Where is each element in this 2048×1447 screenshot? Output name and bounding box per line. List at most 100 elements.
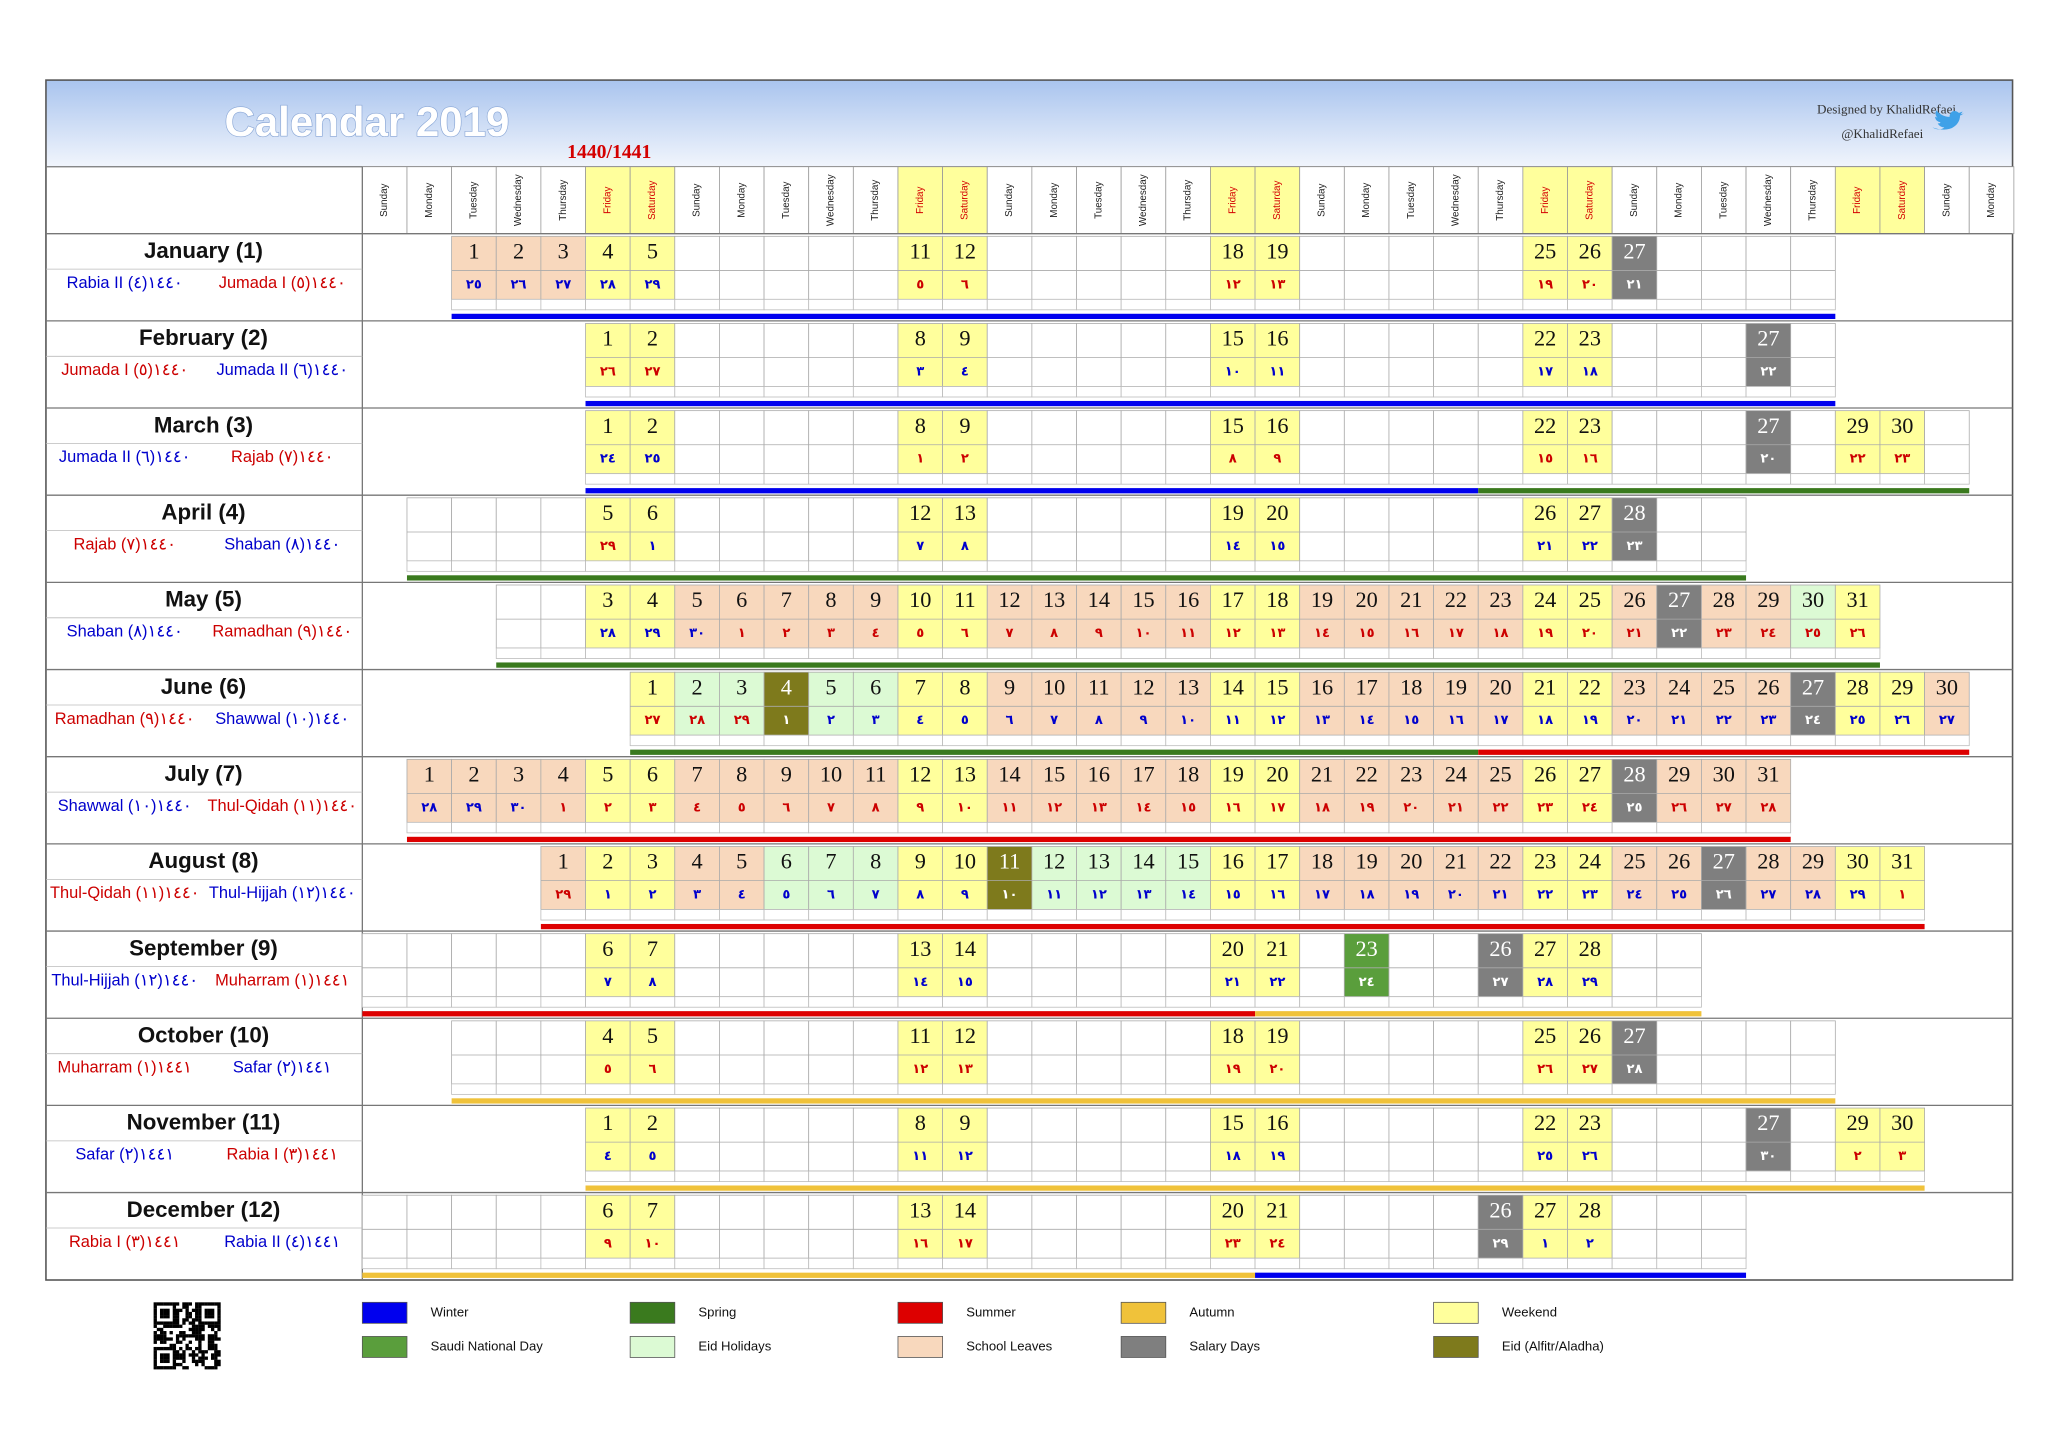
day-cell [1433, 235, 1479, 300]
gregorian-day: 30 [1936, 674, 1958, 699]
month-name: October (10) [138, 1022, 269, 1047]
hijri-day: ٢ [470, 1062, 478, 1077]
gregorian-day: 30 [1802, 587, 1824, 612]
blank-cell [1701, 909, 1747, 921]
day-cell [1076, 933, 1122, 998]
day-cell [585, 1020, 631, 1085]
hijri-day: ١١ [1091, 539, 1107, 554]
blank-cell [1076, 298, 1122, 311]
hijri-day: ١٤ [823, 1236, 839, 1251]
highlight-cell [1611, 1020, 1658, 1085]
gregorian-day: 17 [1222, 587, 1244, 612]
hijri-day: ١٥ [1403, 713, 1419, 728]
season-bar [451, 313, 1836, 320]
hijri-day: ١٦ [1582, 452, 1598, 467]
day-cell [1210, 497, 1256, 562]
hijri-day: ٢٧ [1582, 1062, 1598, 1077]
day-cell [585, 846, 631, 910]
qr-module [163, 1334, 167, 1338]
qr-module [195, 1359, 199, 1364]
highlight-cell [1343, 584, 1390, 649]
blank-cell [629, 560, 676, 572]
qr-module [156, 1327, 161, 1332]
hijri-day: ١٩ [1448, 539, 1464, 554]
blank-cell [629, 909, 676, 921]
blank-cell [1701, 560, 1747, 572]
qr-module [214, 1353, 218, 1357]
gregorian-day: 22 [1489, 849, 1511, 874]
gregorian-day: 14 [998, 500, 1020, 525]
gregorian-day: 1 [602, 1110, 613, 1135]
gregorian-day: 11 [865, 500, 886, 525]
day-cell [763, 1020, 810, 1085]
gregorian-day: 26 [1579, 239, 1601, 264]
hijri-day: ١ [827, 365, 835, 380]
hijri-day: ٢٢ [1671, 626, 1687, 641]
hijri-day: ١٤ [1359, 713, 1375, 728]
hijri-day: ٢٩ [466, 800, 482, 815]
qr-module [166, 1346, 170, 1351]
qr-module [191, 1359, 196, 1364]
gregorian-day: 18 [1177, 762, 1199, 787]
day-cell [629, 410, 676, 475]
hijri-day: ٣ [1898, 1149, 1906, 1164]
highlight-cell [1433, 671, 1479, 736]
day-cell [495, 497, 542, 562]
blank-cell [1433, 996, 1479, 1008]
hijri-day: ٢١ [1225, 975, 1241, 990]
blank-cell [1388, 996, 1434, 1008]
hijri-day: ٢٣ [1537, 800, 1553, 815]
hijri-month-label: Shaban (٨)١٤٤٠ [224, 535, 340, 553]
blank-cell [1433, 1170, 1479, 1182]
highlight-cell [1076, 758, 1122, 823]
blank-cell [1254, 298, 1301, 311]
day-cell [674, 235, 720, 300]
gregorian-day: 30 [1757, 1023, 1779, 1048]
weekday-cell [1165, 166, 1211, 235]
qr-module [169, 1343, 173, 1348]
gregorian-day: 19 [1222, 500, 1244, 525]
hijri-day: ٢٦ [511, 626, 527, 641]
qr-module [217, 1318, 221, 1322]
gregorian-day: 13 [1088, 849, 1110, 874]
blank-cell [1701, 1257, 1747, 1270]
season-bar [406, 575, 1747, 581]
highlight-cell [1745, 671, 1792, 736]
gregorian-day: 3 [513, 762, 524, 787]
blank-cell [808, 1257, 854, 1270]
hijri-day: ١٧ [1448, 277, 1464, 292]
highlight-cell [986, 758, 1033, 823]
day-cell [1701, 410, 1747, 475]
day-cell [1701, 235, 1747, 300]
blank-cell [1790, 647, 1836, 659]
qr-module [159, 1321, 164, 1325]
hijri-day: ٢٢ [1403, 1149, 1419, 1164]
day-cell [1076, 1020, 1122, 1085]
day-cell [1790, 323, 1836, 387]
weekday-label: Saturday [960, 180, 971, 219]
qr-module [166, 1337, 170, 1341]
gregorian-day: 25 [1713, 674, 1735, 699]
gregorian-day: 15 [1088, 1023, 1110, 1048]
hijri-day: ٢٩ [734, 365, 750, 380]
gregorian-day: 28 [1802, 1110, 1824, 1135]
day-cell [986, 410, 1033, 475]
hijri-day: ٢٣ [1716, 277, 1732, 292]
gregorian-day: 30 [1668, 1197, 1690, 1222]
gregorian-day: 17 [1177, 1023, 1199, 1048]
qr-module [172, 1356, 177, 1360]
day-cell [808, 410, 854, 475]
weekday-cell [1790, 166, 1836, 235]
gregorian-day: 9 [870, 587, 881, 612]
gregorian-day: 20 [1222, 936, 1244, 961]
blank-cell [1165, 386, 1211, 398]
day-cell [674, 1020, 720, 1085]
qr-module [175, 1318, 180, 1322]
gregorian-day: 17 [1355, 674, 1377, 699]
blank-cell [942, 647, 988, 659]
blank-cell [1254, 1257, 1301, 1270]
hijri-day: ١٤ [1135, 800, 1151, 815]
gregorian-day: 25 [1623, 849, 1645, 874]
blank-cell [1076, 996, 1122, 1008]
